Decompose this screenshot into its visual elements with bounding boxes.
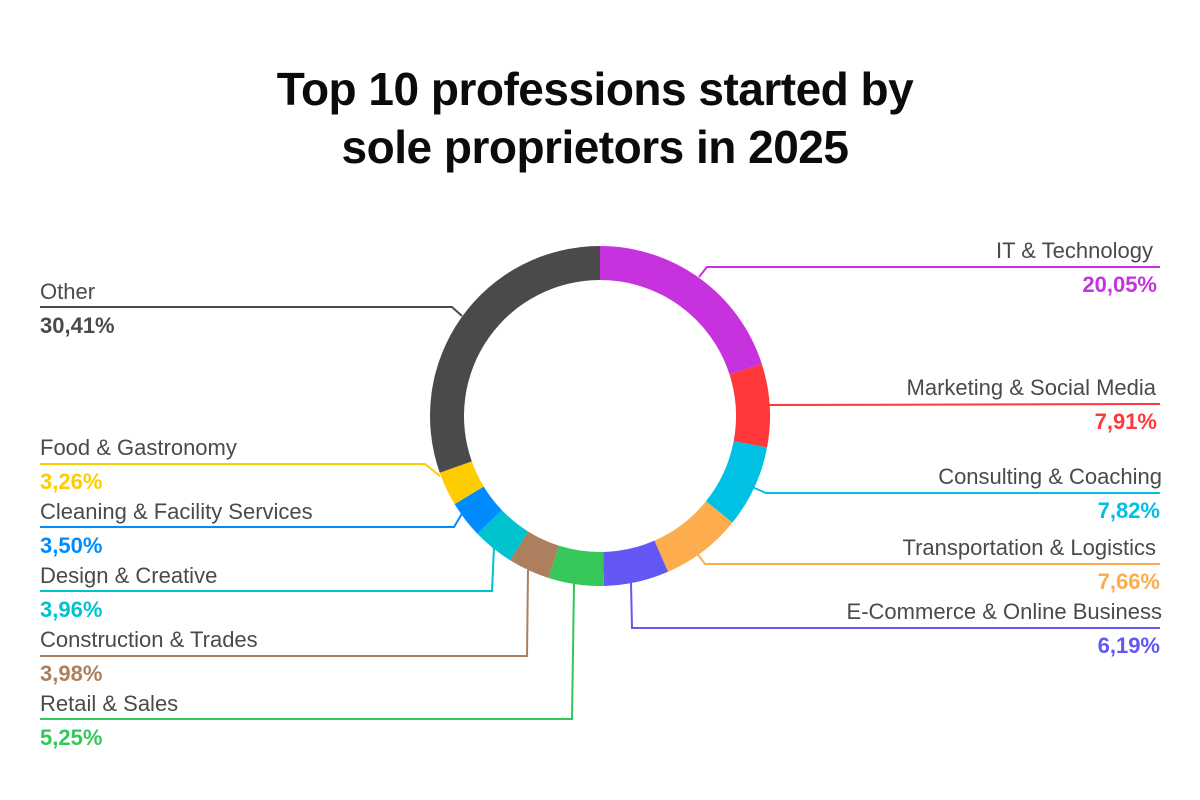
leader-line-cleaning	[40, 511, 464, 528]
chart-title-line-1: Top 10 professions started by	[276, 63, 914, 115]
label-marketing-value: 7,91%	[1094, 409, 1157, 434]
chart-title: Top 10 professions started by sole propr…	[0, 60, 1190, 176]
label-other-value: 30,41%	[40, 313, 115, 338]
donut-segment-cleaning-facility-services	[454, 486, 502, 534]
donut-segment-food-gastronomy	[439, 461, 484, 505]
donut-segment-e-commerce-online-business	[603, 540, 669, 586]
donut-segments	[430, 246, 770, 586]
label-construction-name: Construction & Trades	[40, 627, 258, 652]
donut-segment-marketing-social-media	[729, 363, 770, 448]
leader-line-other	[40, 306, 463, 317]
label-retail-value: 5,25%	[40, 725, 103, 750]
donut-segment-construction-trades	[510, 531, 559, 579]
leader-lines	[40, 266, 1161, 720]
label-cleaning-name: Cleaning & Facility Services	[40, 499, 313, 524]
leader-line-design	[40, 546, 495, 592]
label-food-name: Food & Gastronomy	[40, 435, 237, 460]
label-marketing-name: Marketing & Social Media	[906, 375, 1156, 400]
donut-segment-other	[430, 246, 600, 473]
label-construction-value: 3,98%	[40, 661, 103, 686]
donut-segment-design-creative	[477, 510, 529, 561]
leader-line-marketing	[767, 403, 1161, 406]
chart-title-line-2: sole proprietors in 2025	[341, 121, 849, 173]
leader-line-consulting	[751, 486, 1160, 494]
label-transport-value: 7,66%	[1097, 569, 1160, 594]
label-cleaning-value: 3,50%	[40, 533, 103, 558]
label-design-name: Design & Creative	[40, 563, 218, 588]
leader-line-it	[698, 266, 1160, 278]
label-food-value: 3,26%	[40, 469, 103, 494]
label-it-value: 20,05%	[1082, 272, 1157, 297]
leader-line-construction	[40, 569, 529, 657]
label-retail-name: Retail & Sales	[40, 691, 179, 716]
label-it-name: IT & Technology	[996, 238, 1153, 263]
donut-segment-it-technology	[600, 246, 762, 375]
leader-line-retail	[40, 583, 575, 720]
label-consulting-name: Consulting & Coaching	[938, 464, 1162, 489]
donut-segment-consulting-coaching	[705, 441, 768, 523]
label-ecommerce-name: E-Commerce & Online Business	[846, 599, 1162, 624]
label-transport-name: Transportation & Logistics	[902, 535, 1156, 560]
leader-line-food	[40, 463, 441, 477]
donut-segment-retail-sales	[548, 545, 604, 586]
label-other-name: Other	[40, 279, 96, 304]
label-design-value: 3,96%	[40, 597, 103, 622]
label-consulting-value: 7,82%	[1097, 498, 1160, 523]
leader-line-ecommerce	[630, 582, 1160, 629]
donut-segment-transportation-logistics	[654, 501, 733, 572]
leader-line-transport	[692, 547, 1160, 565]
label-ecommerce-value: 6,19%	[1097, 633, 1160, 658]
